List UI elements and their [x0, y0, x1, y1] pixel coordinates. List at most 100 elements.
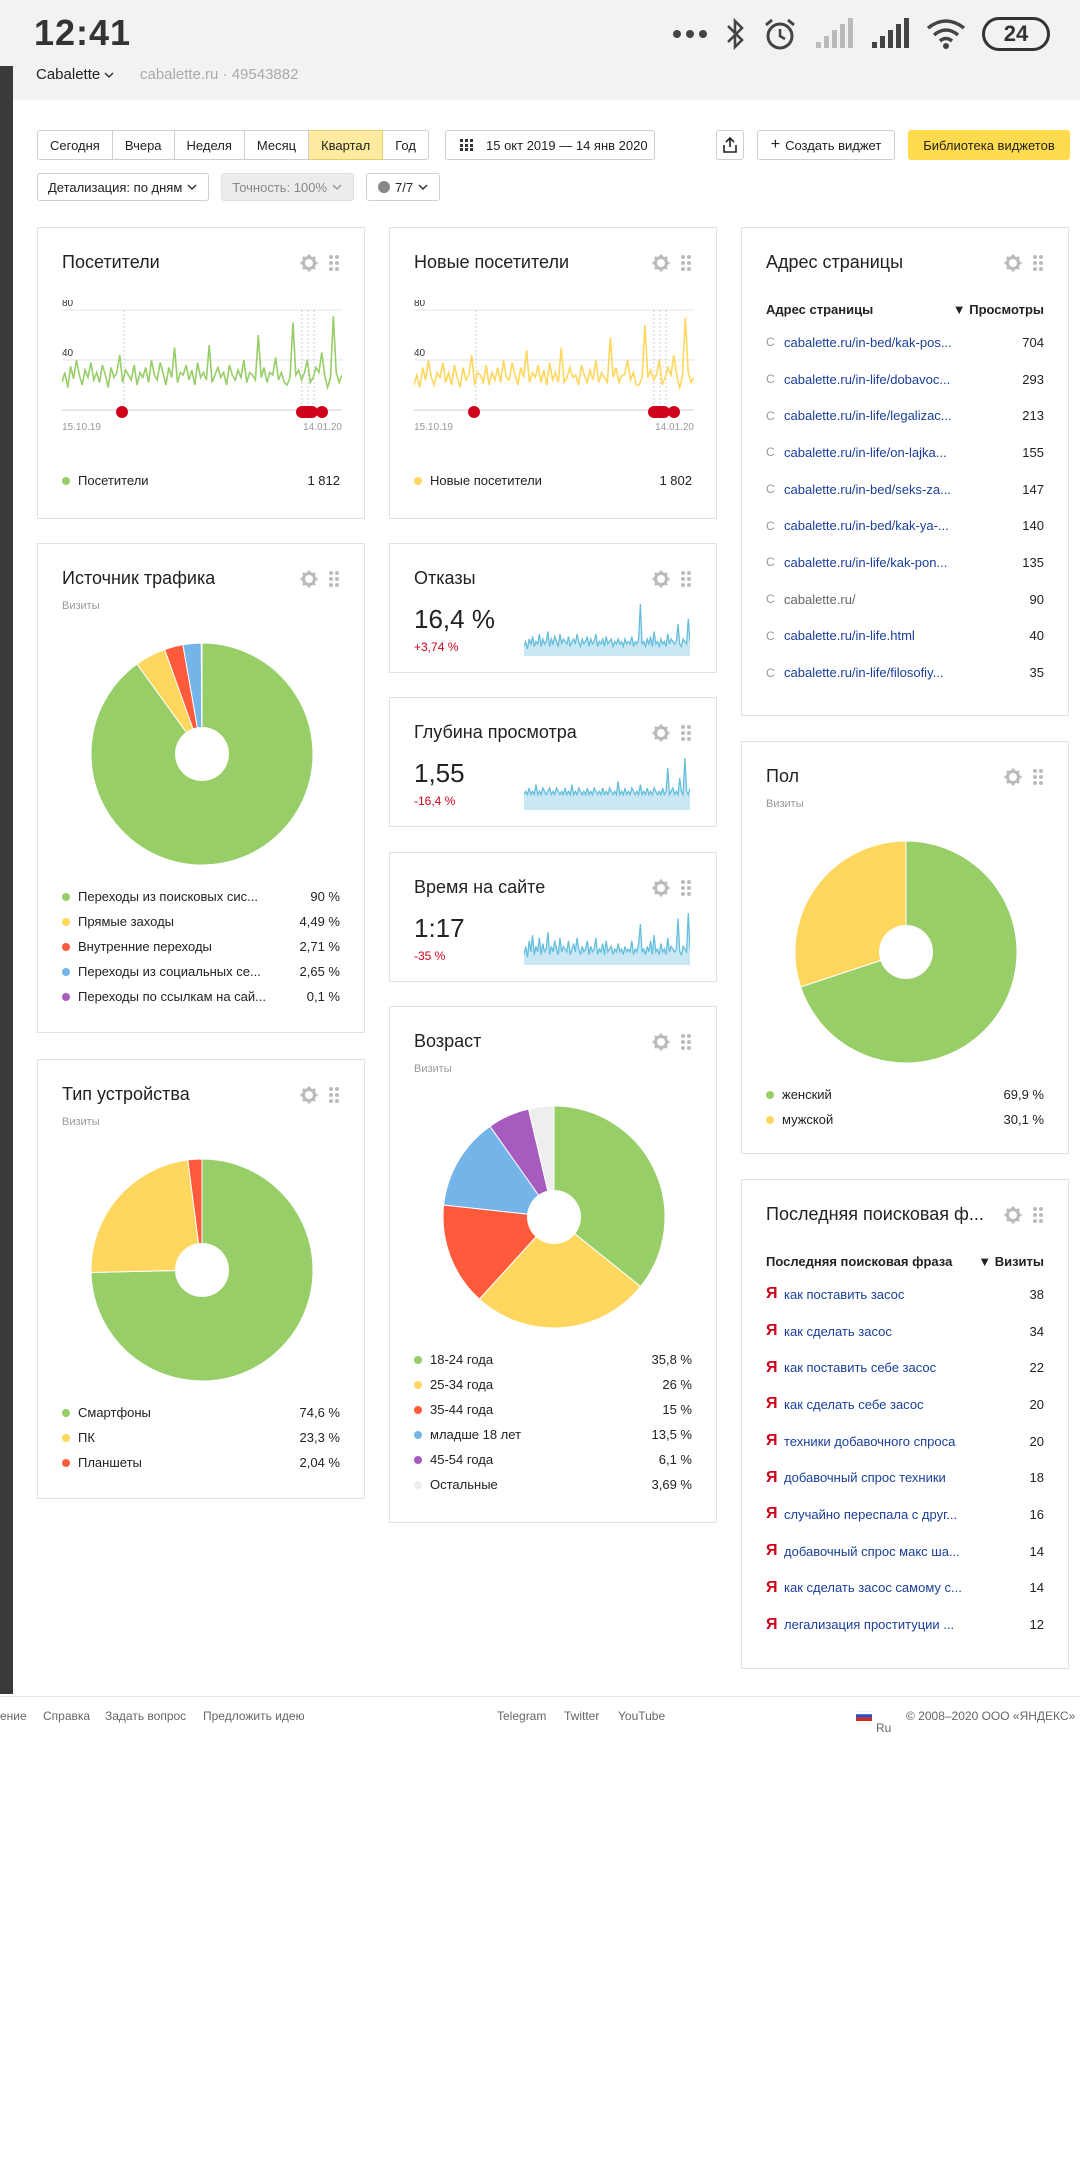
- legend-row[interactable]: Переходы из социальных се... 2,65 %: [62, 959, 340, 984]
- legend-row[interactable]: ПК 23,3 %: [62, 1425, 340, 1450]
- pie-slice[interactable]: [443, 1125, 556, 1218]
- gear-icon[interactable]: [652, 254, 670, 277]
- pie-slice[interactable]: [90, 1159, 203, 1273]
- pie-slice[interactable]: [200, 642, 203, 755]
- page-url-link[interactable]: cabalette.ru/: [784, 591, 856, 607]
- drag-handle-icon[interactable]: [680, 724, 692, 747]
- drag-handle-icon[interactable]: [1032, 768, 1044, 791]
- widget-library-button[interactable]: Библиотека виджетов: [908, 130, 1070, 160]
- legend-row[interactable]: Внутренние переходы 2,71 %: [62, 934, 340, 959]
- legend-row[interactable]: 45-54 года 6,1 %: [414, 1447, 692, 1472]
- holiday-marker-icon[interactable]: [650, 406, 670, 418]
- period-button[interactable]: Сегодня: [37, 130, 113, 160]
- column-header-url[interactable]: Адрес страницы: [766, 301, 874, 317]
- page-url-link[interactable]: cabalette.ru/in-life/legalizac...: [784, 408, 952, 424]
- gear-icon[interactable]: [652, 879, 670, 902]
- column-header-phrase[interactable]: Последняя поисковая фраза: [766, 1253, 953, 1269]
- holiday-marker-icon[interactable]: [668, 406, 680, 418]
- footer-telegram-link[interactable]: Telegram: [497, 1709, 547, 1723]
- period-button[interactable]: Вчера: [112, 130, 175, 160]
- period-button[interactable]: Месяц: [244, 130, 310, 160]
- page-url-link[interactable]: cabalette.ru/in-bed/seks-za...: [784, 481, 951, 497]
- footer-ask-link[interactable]: Задать вопрос: [105, 1709, 187, 1723]
- drag-handle-icon[interactable]: [680, 254, 692, 277]
- legend-row[interactable]: Переходы из поисковых сис... 90 %: [62, 884, 340, 909]
- pie-slice[interactable]: [527, 1105, 555, 1218]
- footer-link[interactable]: ение: [0, 1709, 27, 1723]
- search-phrase-link[interactable]: добавочный спрос техники: [784, 1470, 946, 1486]
- gear-icon[interactable]: [300, 254, 318, 277]
- gear-icon[interactable]: [300, 1086, 318, 1109]
- legend-row[interactable]: Остальные 3,69 %: [414, 1472, 692, 1497]
- detail-dropdown[interactable]: Детализация: по дням: [37, 173, 210, 201]
- pie-slice[interactable]: [187, 1158, 203, 1271]
- page-url-link[interactable]: cabalette.ru/in-life/filosofiy...: [784, 665, 944, 681]
- period-button[interactable]: Неделя: [174, 130, 245, 160]
- search-phrase-link[interactable]: добавочный спрос макс ша...: [784, 1543, 960, 1559]
- legend-row[interactable]: женский 69,9 %: [766, 1082, 1044, 1107]
- gear-icon[interactable]: [652, 570, 670, 593]
- legend-row[interactable]: 25-34 года 26 %: [414, 1372, 692, 1397]
- segments-dropdown[interactable]: 7/7: [366, 173, 441, 201]
- holiday-marker-icon[interactable]: [316, 406, 328, 418]
- gear-icon[interactable]: [652, 724, 670, 747]
- holiday-marker-icon[interactable]: [298, 406, 318, 418]
- legend-row[interactable]: мужской 30,1 %: [766, 1107, 1044, 1132]
- drag-handle-icon[interactable]: [1032, 254, 1044, 277]
- period-button[interactable]: Год: [383, 130, 429, 160]
- date-range-picker[interactable]: 15 окт 2019 — 14 янв 2020: [445, 130, 655, 160]
- drag-handle-icon[interactable]: [680, 879, 692, 902]
- holiday-marker-icon[interactable]: [116, 406, 128, 418]
- pie-slice[interactable]: [794, 840, 907, 988]
- search-phrase-link[interactable]: как сделать засос самому с...: [784, 1580, 962, 1596]
- footer-suggest-link[interactable]: Предложить идею: [203, 1709, 305, 1723]
- search-phrase-link[interactable]: как сделать себе засос: [784, 1396, 924, 1412]
- search-phrase-link[interactable]: техники добавочного спроса: [784, 1433, 956, 1449]
- gear-icon[interactable]: [300, 570, 318, 593]
- gear-icon[interactable]: [1004, 768, 1022, 791]
- search-phrase-link[interactable]: случайно переспала с друг...: [784, 1506, 958, 1522]
- column-header-views[interactable]: ▼ Просмотры: [952, 301, 1044, 317]
- legend-row[interactable]: Планшеты 2,04 %: [62, 1450, 340, 1475]
- legend-dot: [414, 1430, 422, 1439]
- drag-handle-icon[interactable]: [328, 254, 340, 277]
- pie-slice[interactable]: [553, 1105, 666, 1288]
- legend-row[interactable]: младше 18 лет 13,5 %: [414, 1422, 692, 1447]
- legend-row[interactable]: Прямые заходы 4,49 %: [62, 909, 340, 934]
- legend-row[interactable]: Переходы по ссылкам на сай... 0,1 %: [62, 984, 340, 1009]
- page-url-link[interactable]: cabalette.ru/in-life.html: [784, 628, 915, 644]
- gear-icon[interactable]: [652, 1033, 670, 1056]
- counter-selector[interactable]: Cabalette: [36, 66, 114, 83]
- page-url-link[interactable]: cabalette.ru/in-life/kak-pon...: [784, 554, 948, 570]
- export-button[interactable]: [716, 130, 744, 160]
- drag-handle-icon[interactable]: [328, 1086, 340, 1109]
- gear-icon[interactable]: [1004, 254, 1022, 277]
- search-phrase-link[interactable]: как сделать засос: [784, 1323, 892, 1339]
- drag-handle-icon[interactable]: [1032, 1206, 1044, 1229]
- create-widget-button[interactable]: + Создать виджет: [757, 130, 895, 160]
- footer-twitter-link[interactable]: Twitter: [564, 1709, 600, 1723]
- column-header-visits[interactable]: ▼ Визиты: [978, 1253, 1044, 1269]
- legend-row[interactable]: 18-24 года 35,8 %: [414, 1347, 692, 1372]
- accuracy-dropdown[interactable]: Точность: 100%: [221, 173, 355, 201]
- footer-help-link[interactable]: Справка: [43, 1709, 91, 1723]
- pie-slice[interactable]: [478, 1216, 642, 1329]
- search-phrase-link[interactable]: как поставить себе засос: [784, 1360, 937, 1376]
- pie-slice[interactable]: [442, 1204, 556, 1300]
- holiday-marker-icon[interactable]: [468, 406, 480, 418]
- legend-row[interactable]: Смартфоны 74,6 %: [62, 1400, 340, 1425]
- language-switcher[interactable]: Ru: [855, 1709, 891, 1735]
- legend-row[interactable]: 35-44 года 15 %: [414, 1397, 692, 1422]
- page-url-link[interactable]: cabalette.ru/in-bed/kak-pos...: [784, 334, 952, 350]
- gear-icon[interactable]: [1004, 1206, 1022, 1229]
- page-url-link[interactable]: cabalette.ru/in-bed/kak-ya-...: [784, 518, 949, 534]
- page-url-link[interactable]: cabalette.ru/in-life/dobavoc...: [784, 371, 951, 387]
- drag-handle-icon[interactable]: [680, 1033, 692, 1056]
- drag-handle-icon[interactable]: [328, 570, 340, 593]
- period-button[interactable]: Квартал: [309, 130, 384, 160]
- page-url-link[interactable]: cabalette.ru/in-life/on-lajka...: [784, 444, 947, 460]
- drag-handle-icon[interactable]: [680, 570, 692, 593]
- search-phrase-link[interactable]: легализация проституции ...: [784, 1617, 955, 1633]
- search-phrase-link[interactable]: как поставить засос: [784, 1286, 905, 1302]
- footer-youtube-link[interactable]: YouTube: [618, 1709, 666, 1723]
